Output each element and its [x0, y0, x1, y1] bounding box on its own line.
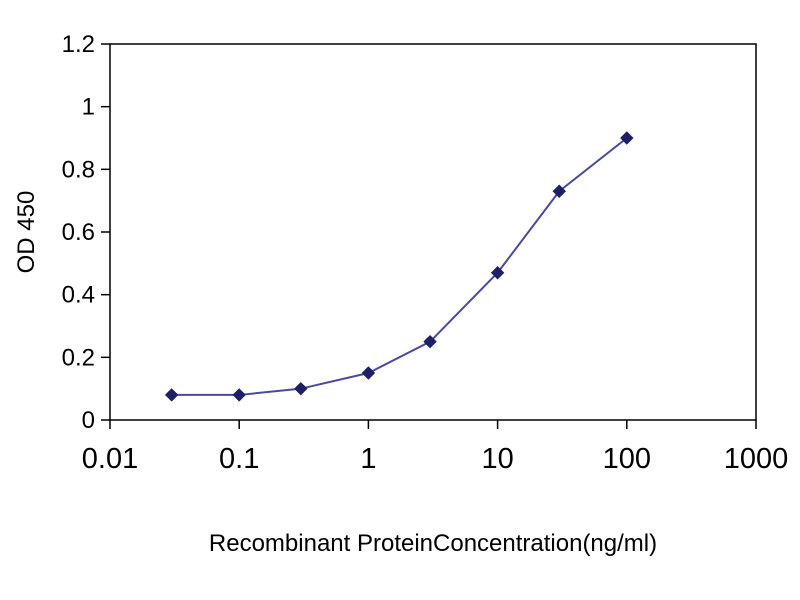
data-point-marker — [552, 184, 566, 198]
x-tick-label: 0.1 — [219, 443, 259, 475]
y-tick-label: 0 — [82, 407, 95, 434]
x-tick-label: 1 — [360, 443, 376, 475]
data-point-marker — [294, 381, 308, 396]
x-tick-label: 10 — [481, 443, 513, 475]
y-tick-label: 1.2 — [62, 31, 95, 58]
data-point-marker — [361, 366, 376, 380]
y-tick-label: 0.4 — [62, 282, 95, 309]
y-tick-label: 1 — [82, 94, 95, 121]
x-tick-label: 0.01 — [82, 443, 138, 475]
x-tick-label: 100 — [603, 443, 651, 475]
y-tick-label: 0.6 — [62, 219, 95, 246]
data-point-marker — [620, 131, 634, 145]
x-axis-label: Recombinant ProteinConcentration(ng/ml) — [209, 530, 657, 557]
plot-area-border — [109, 43, 757, 421]
chart-dynamic-layer: 0.01 0.1 1 10 100 1000 0 0.2 0.4 0.6 0.8 1 1.2 — [62, 31, 789, 475]
x-tick-label: 1000 — [724, 443, 789, 475]
data-point-marker — [232, 388, 246, 402]
y-tick-label: 0.8 — [62, 156, 95, 183]
data-point-marker — [490, 266, 505, 280]
y-tick-label: 0.2 — [62, 344, 95, 371]
y-axis-label: OD 450 — [13, 191, 40, 274]
data-point-marker — [164, 388, 179, 402]
data-point-marker — [423, 334, 437, 349]
series-line — [171, 137, 628, 396]
